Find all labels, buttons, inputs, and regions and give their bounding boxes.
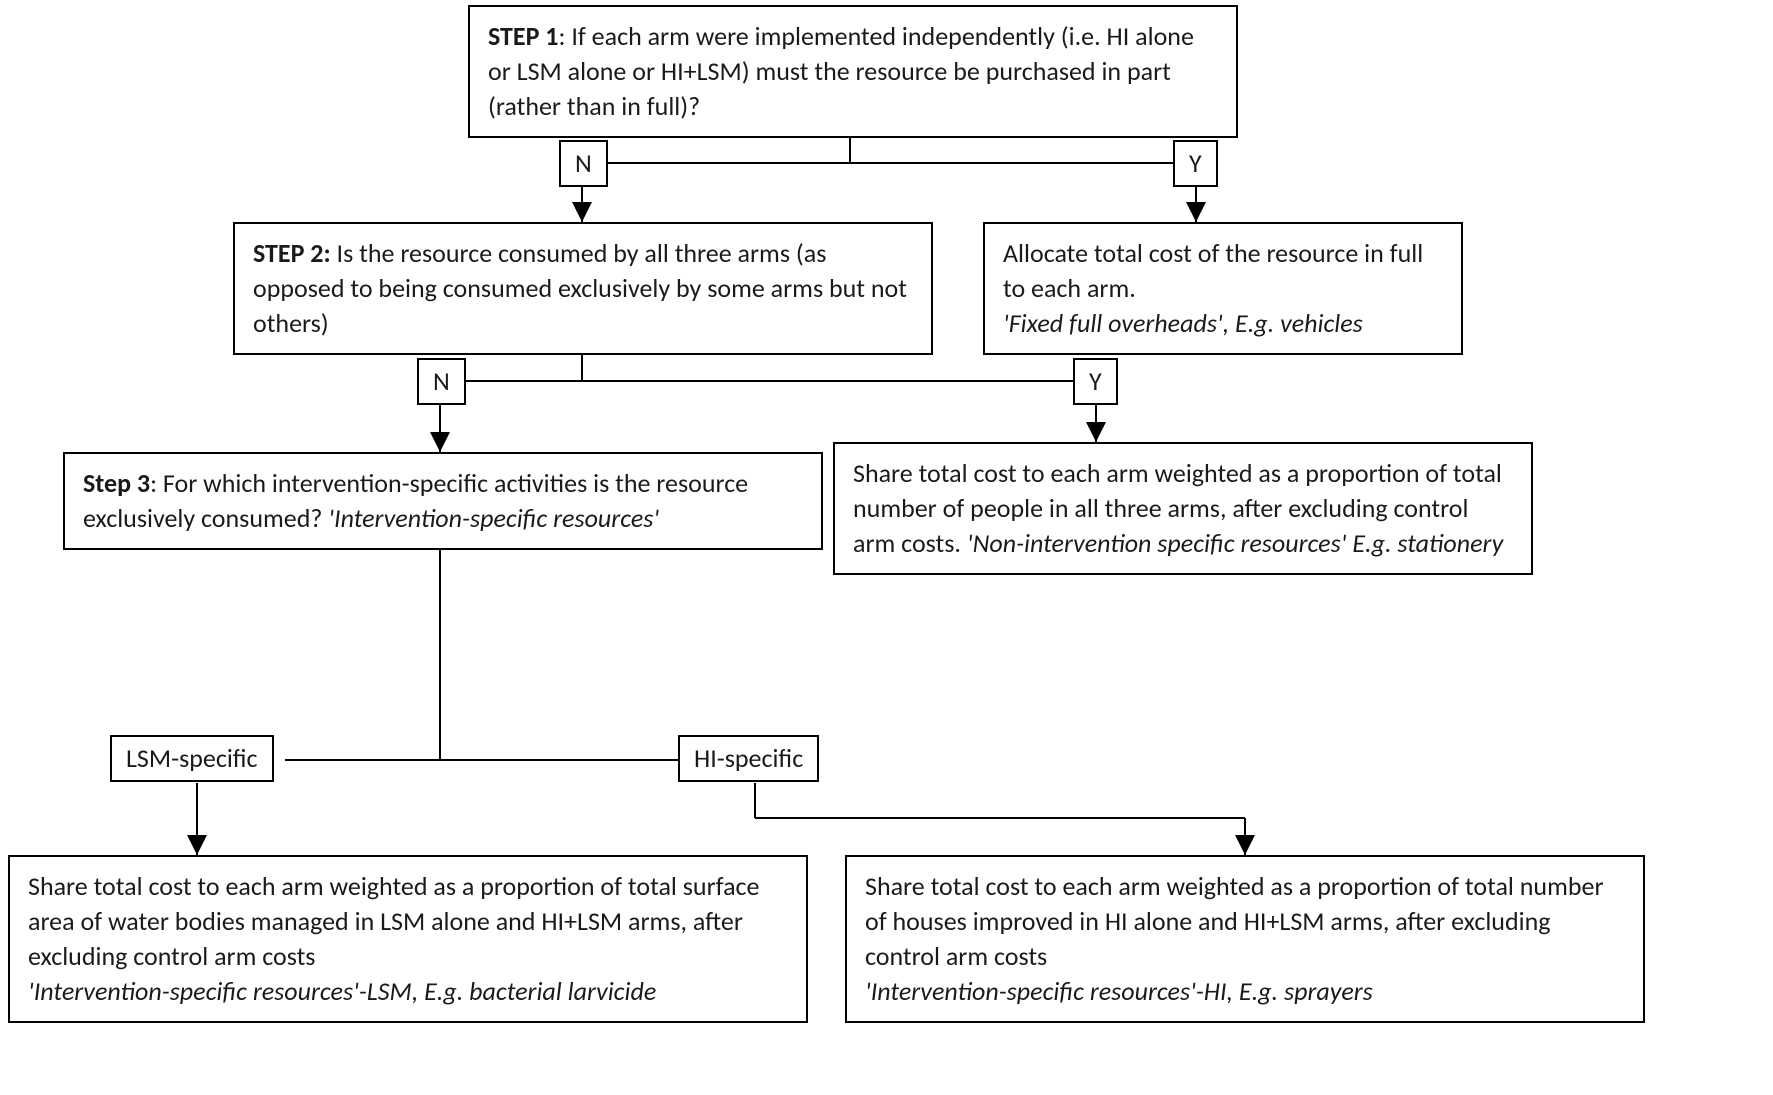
hi-specific-node: HI-specific [678,735,819,782]
alloc-full-text: Allocate total cost of the resource in f… [1003,237,1423,304]
share-lsm-italic: 'Intervention-specific resources'-LSM, E… [28,975,656,1007]
decision-y2: Y [1073,358,1118,405]
y1-label: Y [1189,147,1202,179]
hi-spec-label: HI-specific [694,742,803,774]
step1-text: : If each arm were implemented independe… [488,20,1194,122]
step2-text: Is the resource consumed by all three ar… [253,237,907,339]
decision-y1: Y [1173,140,1218,187]
share-nonint-node: Share total cost to each arm weighted as… [833,442,1533,575]
lsm-spec-label: LSM-specific [126,742,258,774]
step1-node: STEP 1: If each arm were implemented ind… [468,5,1238,138]
n2-label: N [433,365,450,397]
step2-label: STEP 2: [253,237,331,269]
allocate-full-node: Allocate total cost of the resource in f… [983,222,1463,355]
share-lsm-text: Share total cost to each arm weighted as… [28,870,759,972]
y2-label: Y [1089,365,1102,397]
share-hi-node: Share total cost to each arm weighted as… [845,855,1645,1023]
step2-node: STEP 2: Is the resource consumed by all … [233,222,933,355]
lsm-specific-node: LSM-specific [110,735,274,782]
step1-label: STEP 1 [488,20,558,52]
decision-n2: N [417,358,466,405]
share-lsm-node: Share total cost to each arm weighted as… [8,855,808,1023]
n1-label: N [575,147,592,179]
alloc-full-italic: 'Fixed full overheads', E.g. vehicles [1003,307,1363,339]
share-hi-text: Share total cost to each arm weighted as… [865,870,1604,972]
step3-label: Step 3 [83,467,150,499]
step3-node: Step 3: For which intervention-specific … [63,452,823,550]
share-hi-italic: 'Intervention-specific resources'-HI, E.… [865,975,1373,1007]
step3-italic: 'Intervention-specific resources' [328,502,659,534]
share-nonint-italic: 'Non-intervention specific resources' E.… [967,527,1503,559]
decision-n1: N [559,140,608,187]
